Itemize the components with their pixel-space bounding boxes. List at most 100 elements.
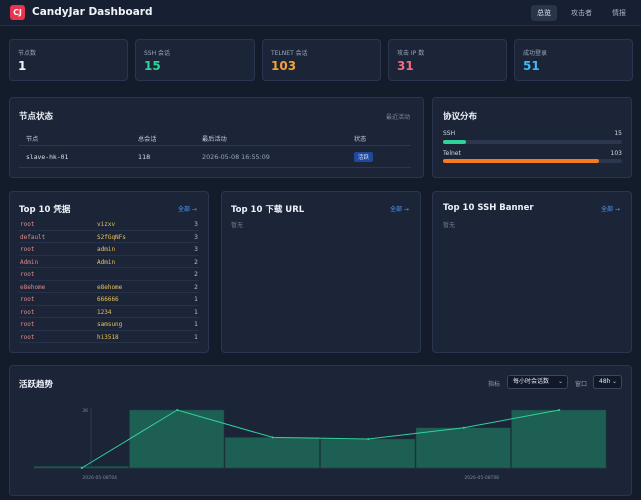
credential-count: 3 xyxy=(194,221,198,228)
app-title: CandyJar Dashboard xyxy=(32,6,153,18)
credentials-all-link[interactable]: 全部 → xyxy=(178,206,197,213)
app-logo: CJ xyxy=(10,5,25,20)
node-name-cell[interactable]: slave-hk-01 xyxy=(26,153,69,161)
credential-username: e8ehome xyxy=(20,283,46,291)
chevron-down-icon: ⌄ xyxy=(611,378,617,385)
credential-password: e8ehome xyxy=(97,283,123,291)
protocol-telnet-label: Telnet xyxy=(443,150,461,157)
credential-count: 2 xyxy=(194,271,198,278)
credential-password: vizxv xyxy=(97,221,116,228)
table-header-divider xyxy=(19,145,411,146)
protocol-telnet-bar-fill xyxy=(443,159,600,163)
credential-count: 1 xyxy=(194,296,198,303)
urls-title: Top 10 下载 URL xyxy=(231,205,305,215)
credential-password: hi3518 xyxy=(97,333,119,341)
credential-username: root xyxy=(20,321,35,328)
protocol-telnet-value: 103 xyxy=(610,150,622,157)
stat-card-ssh: SSH 会话 15 xyxy=(135,39,255,81)
credential-row[interactable]: root 2 xyxy=(19,268,199,281)
stat-card-logins: 成功登录 51 xyxy=(514,39,633,81)
credential-count: 2 xyxy=(194,258,198,266)
urls-empty-text: 暂无 xyxy=(231,222,244,229)
chevron-down-icon: ⌄ xyxy=(557,378,563,385)
stat-card-attack-ips: 攻击 IP 数 31 xyxy=(388,39,507,81)
node-sessions-cell: 118 xyxy=(138,153,151,161)
stat-value: 1 xyxy=(18,59,27,73)
banners-empty-text: 暂无 xyxy=(443,222,456,229)
protocol-ssh-bar xyxy=(443,140,622,144)
protocol-title: 协议分布 xyxy=(443,112,478,122)
credential-count: 1 xyxy=(194,321,198,328)
protocol-ssh-bar-fill xyxy=(443,140,466,144)
credential-username: root xyxy=(20,271,35,278)
stat-label: 成功登录 xyxy=(523,50,548,57)
col-last-active: 最后活动 xyxy=(202,136,227,143)
stat-label: SSH 会话 xyxy=(144,50,171,57)
node-status-panel xyxy=(9,97,424,178)
status-badge: 活跃 xyxy=(354,152,374,162)
credentials-title: Top 10 凭据 xyxy=(19,205,71,215)
stat-label: 攻击 IP 数 xyxy=(397,50,425,57)
credential-password: S2fGqNFs xyxy=(97,233,126,241)
credential-count: 1 xyxy=(194,333,198,341)
credential-count: 3 xyxy=(194,246,198,253)
credential-count: 2 xyxy=(194,283,198,291)
stat-label: TELNET 会话 xyxy=(271,50,308,57)
credential-password: Admin xyxy=(97,258,116,266)
credential-count: 1 xyxy=(194,308,198,316)
node-status-title: 节点状态 xyxy=(19,112,54,122)
nav-overview[interactable]: 总览 xyxy=(531,5,557,21)
stat-value: 15 xyxy=(144,59,161,73)
credential-row[interactable]: root 666666 1 xyxy=(19,293,199,306)
credential-username: Admin xyxy=(20,258,39,266)
credential-password: samsung xyxy=(97,321,123,328)
urls-all-link[interactable]: 全部 → xyxy=(390,206,409,213)
credential-password: 1234 xyxy=(97,308,112,316)
col-sessions: 总会话 xyxy=(138,136,157,143)
urls-panel xyxy=(221,191,421,353)
stat-card-nodes: 节点数 1 xyxy=(9,39,128,81)
credential-username: root xyxy=(20,308,35,316)
window-label: 窗口 xyxy=(575,381,588,388)
nav-intel[interactable]: 情报 xyxy=(612,9,626,17)
banners-panel xyxy=(432,191,632,353)
protocol-telnet-bar xyxy=(443,159,622,163)
stat-value: 103 xyxy=(271,59,297,73)
table-row-divider xyxy=(19,167,411,168)
credential-row[interactable]: e8ehome e8ehome 2 xyxy=(19,281,199,293)
col-node: 节点 xyxy=(26,136,39,143)
credential-username: default xyxy=(20,233,46,241)
metric-select-value: 每小时会话数 xyxy=(513,378,550,385)
metric-select[interactable]: 每小时会话数 ⌄ xyxy=(507,375,568,389)
recent-activity-link[interactable]: 最近活动 xyxy=(386,114,411,121)
banners-all-link[interactable]: 全部 → xyxy=(601,206,620,213)
credential-username: root xyxy=(20,221,35,228)
protocol-ssh-label: SSH xyxy=(443,130,456,137)
stat-value: 51 xyxy=(523,59,540,73)
protocol-panel xyxy=(432,97,632,178)
banners-title: Top 10 SSH Banner xyxy=(443,203,534,213)
credential-username: root xyxy=(20,333,35,341)
nav-attackers[interactable]: 攻击者 xyxy=(571,9,592,17)
credentials-panel xyxy=(9,191,209,353)
credential-row[interactable]: root 1234 1 xyxy=(19,306,199,318)
top-header: CJ CandyJar Dashboard 总览 攻击者 情报 xyxy=(0,0,641,26)
credential-row[interactable]: root hi3518 1 xyxy=(19,331,199,343)
protocol-ssh-value: 15 xyxy=(614,130,622,137)
credential-row[interactable]: root admin 3 xyxy=(19,243,199,256)
credential-row[interactable]: default S2fGqNFs 3 xyxy=(19,231,199,243)
node-last-active-cell: 2026-05-08 16:55:09 xyxy=(202,153,270,161)
trend-title: 活跃趋势 xyxy=(19,380,54,390)
credential-password: admin xyxy=(97,246,116,253)
stat-label: 节点数 xyxy=(18,50,37,57)
credential-password: 666666 xyxy=(97,296,119,303)
window-select[interactable]: 48h ⌄ xyxy=(593,375,622,389)
col-status: 状态 xyxy=(354,136,367,143)
metric-label: 指标 xyxy=(488,381,501,388)
credential-count: 3 xyxy=(194,233,198,241)
credential-username: root xyxy=(20,246,35,253)
credential-row[interactable]: root vizxv 3 xyxy=(19,218,199,231)
credential-row[interactable]: Admin Admin 2 xyxy=(19,256,199,268)
credential-row[interactable]: root samsung 1 xyxy=(19,318,199,331)
stat-card-telnet: TELNET 会话 103 xyxy=(262,39,381,81)
